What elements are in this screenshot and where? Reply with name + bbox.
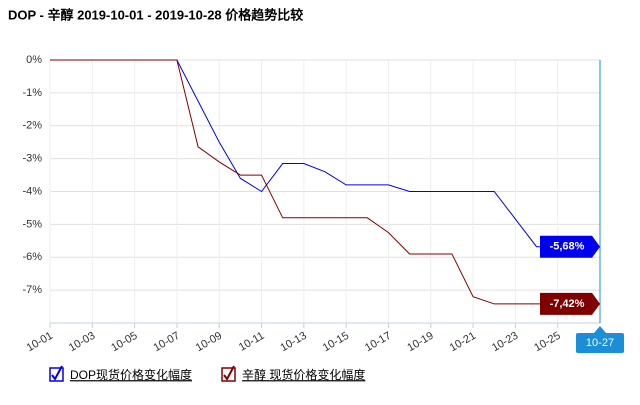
x-tick-label: 10-13 <box>278 330 308 354</box>
y-tick-label: -1% <box>22 87 42 99</box>
y-tick-label: -3% <box>22 153 42 165</box>
y-tick-label: 0% <box>26 54 42 66</box>
x-tick-label: 10-03 <box>67 330 97 354</box>
y-tick-label: -6% <box>22 251 42 263</box>
x-tick-label: 10-15 <box>321 330 351 354</box>
x-tick-label: 10-11 <box>237 330 267 354</box>
x-highlight-arrow <box>594 326 606 333</box>
x-tick-label: 10-19 <box>405 330 435 354</box>
value-flag <box>540 235 600 258</box>
series-line <box>50 59 600 305</box>
legend-item[interactable]: 辛醇 现货价格变化幅度 <box>221 365 365 382</box>
y-tick-label: -5% <box>22 218 42 230</box>
value-flag <box>540 292 600 315</box>
legend-label: 辛醇 现货价格变化幅度 <box>242 367 365 382</box>
x-tick-label: 10-23 <box>490 330 520 354</box>
x-tick-label: 10-01 <box>25 330 55 354</box>
x-tick-label: 10-21 <box>448 330 478 354</box>
value-label: -5,68% <box>550 241 585 253</box>
x-tick-label: 10-25 <box>532 330 562 354</box>
x-tick-label: 10-17 <box>363 330 393 354</box>
x-tick-label: 10-07 <box>152 330 182 354</box>
legend-check <box>51 365 63 381</box>
y-tick-label: -4% <box>22 185 42 197</box>
chart-title: DOP - 辛醇 2019-10-01 - 2019-10-28 价格趋势比较 <box>8 7 303 22</box>
x-highlight-box <box>576 333 624 353</box>
y-tick-label: -2% <box>22 120 42 132</box>
value-label: -7,42% <box>550 298 585 310</box>
x-tick-label: 10-09 <box>194 330 224 354</box>
legend-check <box>223 365 235 381</box>
legend-label: DOP现货价格变化幅度 <box>70 367 192 382</box>
x-tick-label: 10-05 <box>109 330 139 354</box>
y-tick-label: -7% <box>22 284 42 296</box>
legend-item[interactable]: DOP现货价格变化幅度 <box>49 365 192 382</box>
x-tick-label: 10-27 <box>586 337 614 349</box>
